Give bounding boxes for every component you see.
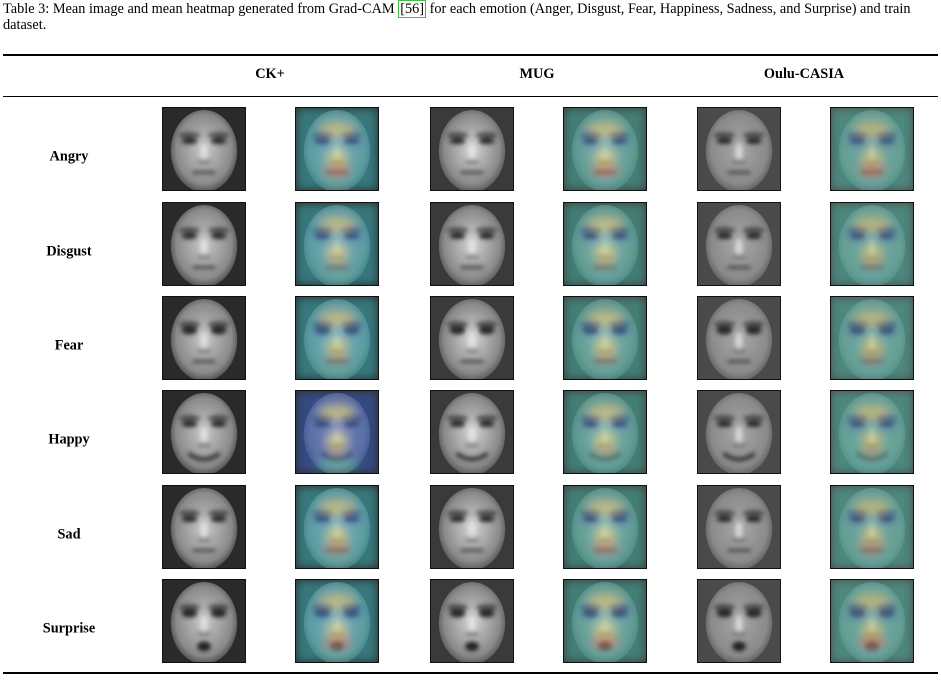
mean-heatmap-ck-happy xyxy=(295,390,379,474)
mean-heatmap-ck-angry xyxy=(295,107,379,191)
mean-image-mug-happy xyxy=(430,390,514,474)
mean-image-mug-angry xyxy=(430,107,514,191)
row-label-happy: Happy xyxy=(48,431,90,448)
mean-heatmap-mug-sad xyxy=(563,485,647,569)
mean-heatmap-oulu-casia-disgust xyxy=(830,202,914,286)
mean-image-ck-disgust xyxy=(162,202,246,286)
mean-image-oulu-casia-fear xyxy=(697,296,781,380)
mean-image-mug-surprise xyxy=(430,579,514,663)
column-header-mug: MUG xyxy=(519,66,555,82)
mean-image-oulu-casia-happy xyxy=(697,390,781,474)
mean-heatmap-mug-surprise xyxy=(563,579,647,663)
mean-heatmap-ck-surprise xyxy=(295,579,379,663)
citation-link[interactable]: [56] xyxy=(398,0,427,18)
table-caption: Table 3: Mean image and mean heatmap gen… xyxy=(3,0,938,33)
mean-heatmap-mug-fear xyxy=(563,296,647,380)
mean-image-oulu-casia-disgust xyxy=(697,202,781,286)
table-top-rule xyxy=(3,54,938,56)
mean-image-ck-surprise xyxy=(162,579,246,663)
row-label-disgust: Disgust xyxy=(46,243,92,260)
row-label-sad: Sad xyxy=(57,526,81,543)
mean-image-ck-happy xyxy=(162,390,246,474)
mean-image-ck-sad xyxy=(162,485,246,569)
table-bottom-rule xyxy=(3,672,938,674)
caption-text-after: for each emotion (Anger, Disgust, Fear, … xyxy=(3,1,911,33)
mean-heatmap-ck-sad xyxy=(295,485,379,569)
mean-image-ck-fear xyxy=(162,296,246,380)
column-header-oulu-casia: Oulu-CASIA xyxy=(763,66,845,82)
mean-image-mug-disgust xyxy=(430,202,514,286)
mean-heatmap-ck-disgust xyxy=(295,202,379,286)
mean-heatmap-oulu-casia-surprise xyxy=(830,579,914,663)
mean-heatmap-mug-angry xyxy=(563,107,647,191)
mean-image-mug-fear xyxy=(430,296,514,380)
mean-image-ck-angry xyxy=(162,107,246,191)
mean-heatmap-oulu-casia-sad xyxy=(830,485,914,569)
mean-heatmap-mug-happy xyxy=(563,390,647,474)
table-header-rule xyxy=(3,96,938,97)
mean-heatmap-oulu-casia-happy xyxy=(830,390,914,474)
mean-image-oulu-casia-sad xyxy=(697,485,781,569)
mean-heatmap-oulu-casia-angry xyxy=(830,107,914,191)
mean-image-oulu-casia-angry xyxy=(697,107,781,191)
row-label-fear: Fear xyxy=(54,337,84,354)
caption-text-before: Table 3: Mean image and mean heatmap gen… xyxy=(3,1,399,17)
mean-heatmap-mug-disgust xyxy=(563,202,647,286)
column-header-ck-: CK+ xyxy=(255,66,285,82)
row-label-angry: Angry xyxy=(49,148,89,165)
mean-image-oulu-casia-surprise xyxy=(697,579,781,663)
mean-heatmap-ck-fear xyxy=(295,296,379,380)
row-label-surprise: Surprise xyxy=(42,620,96,637)
mean-heatmap-oulu-casia-fear xyxy=(830,296,914,380)
mean-image-mug-sad xyxy=(430,485,514,569)
